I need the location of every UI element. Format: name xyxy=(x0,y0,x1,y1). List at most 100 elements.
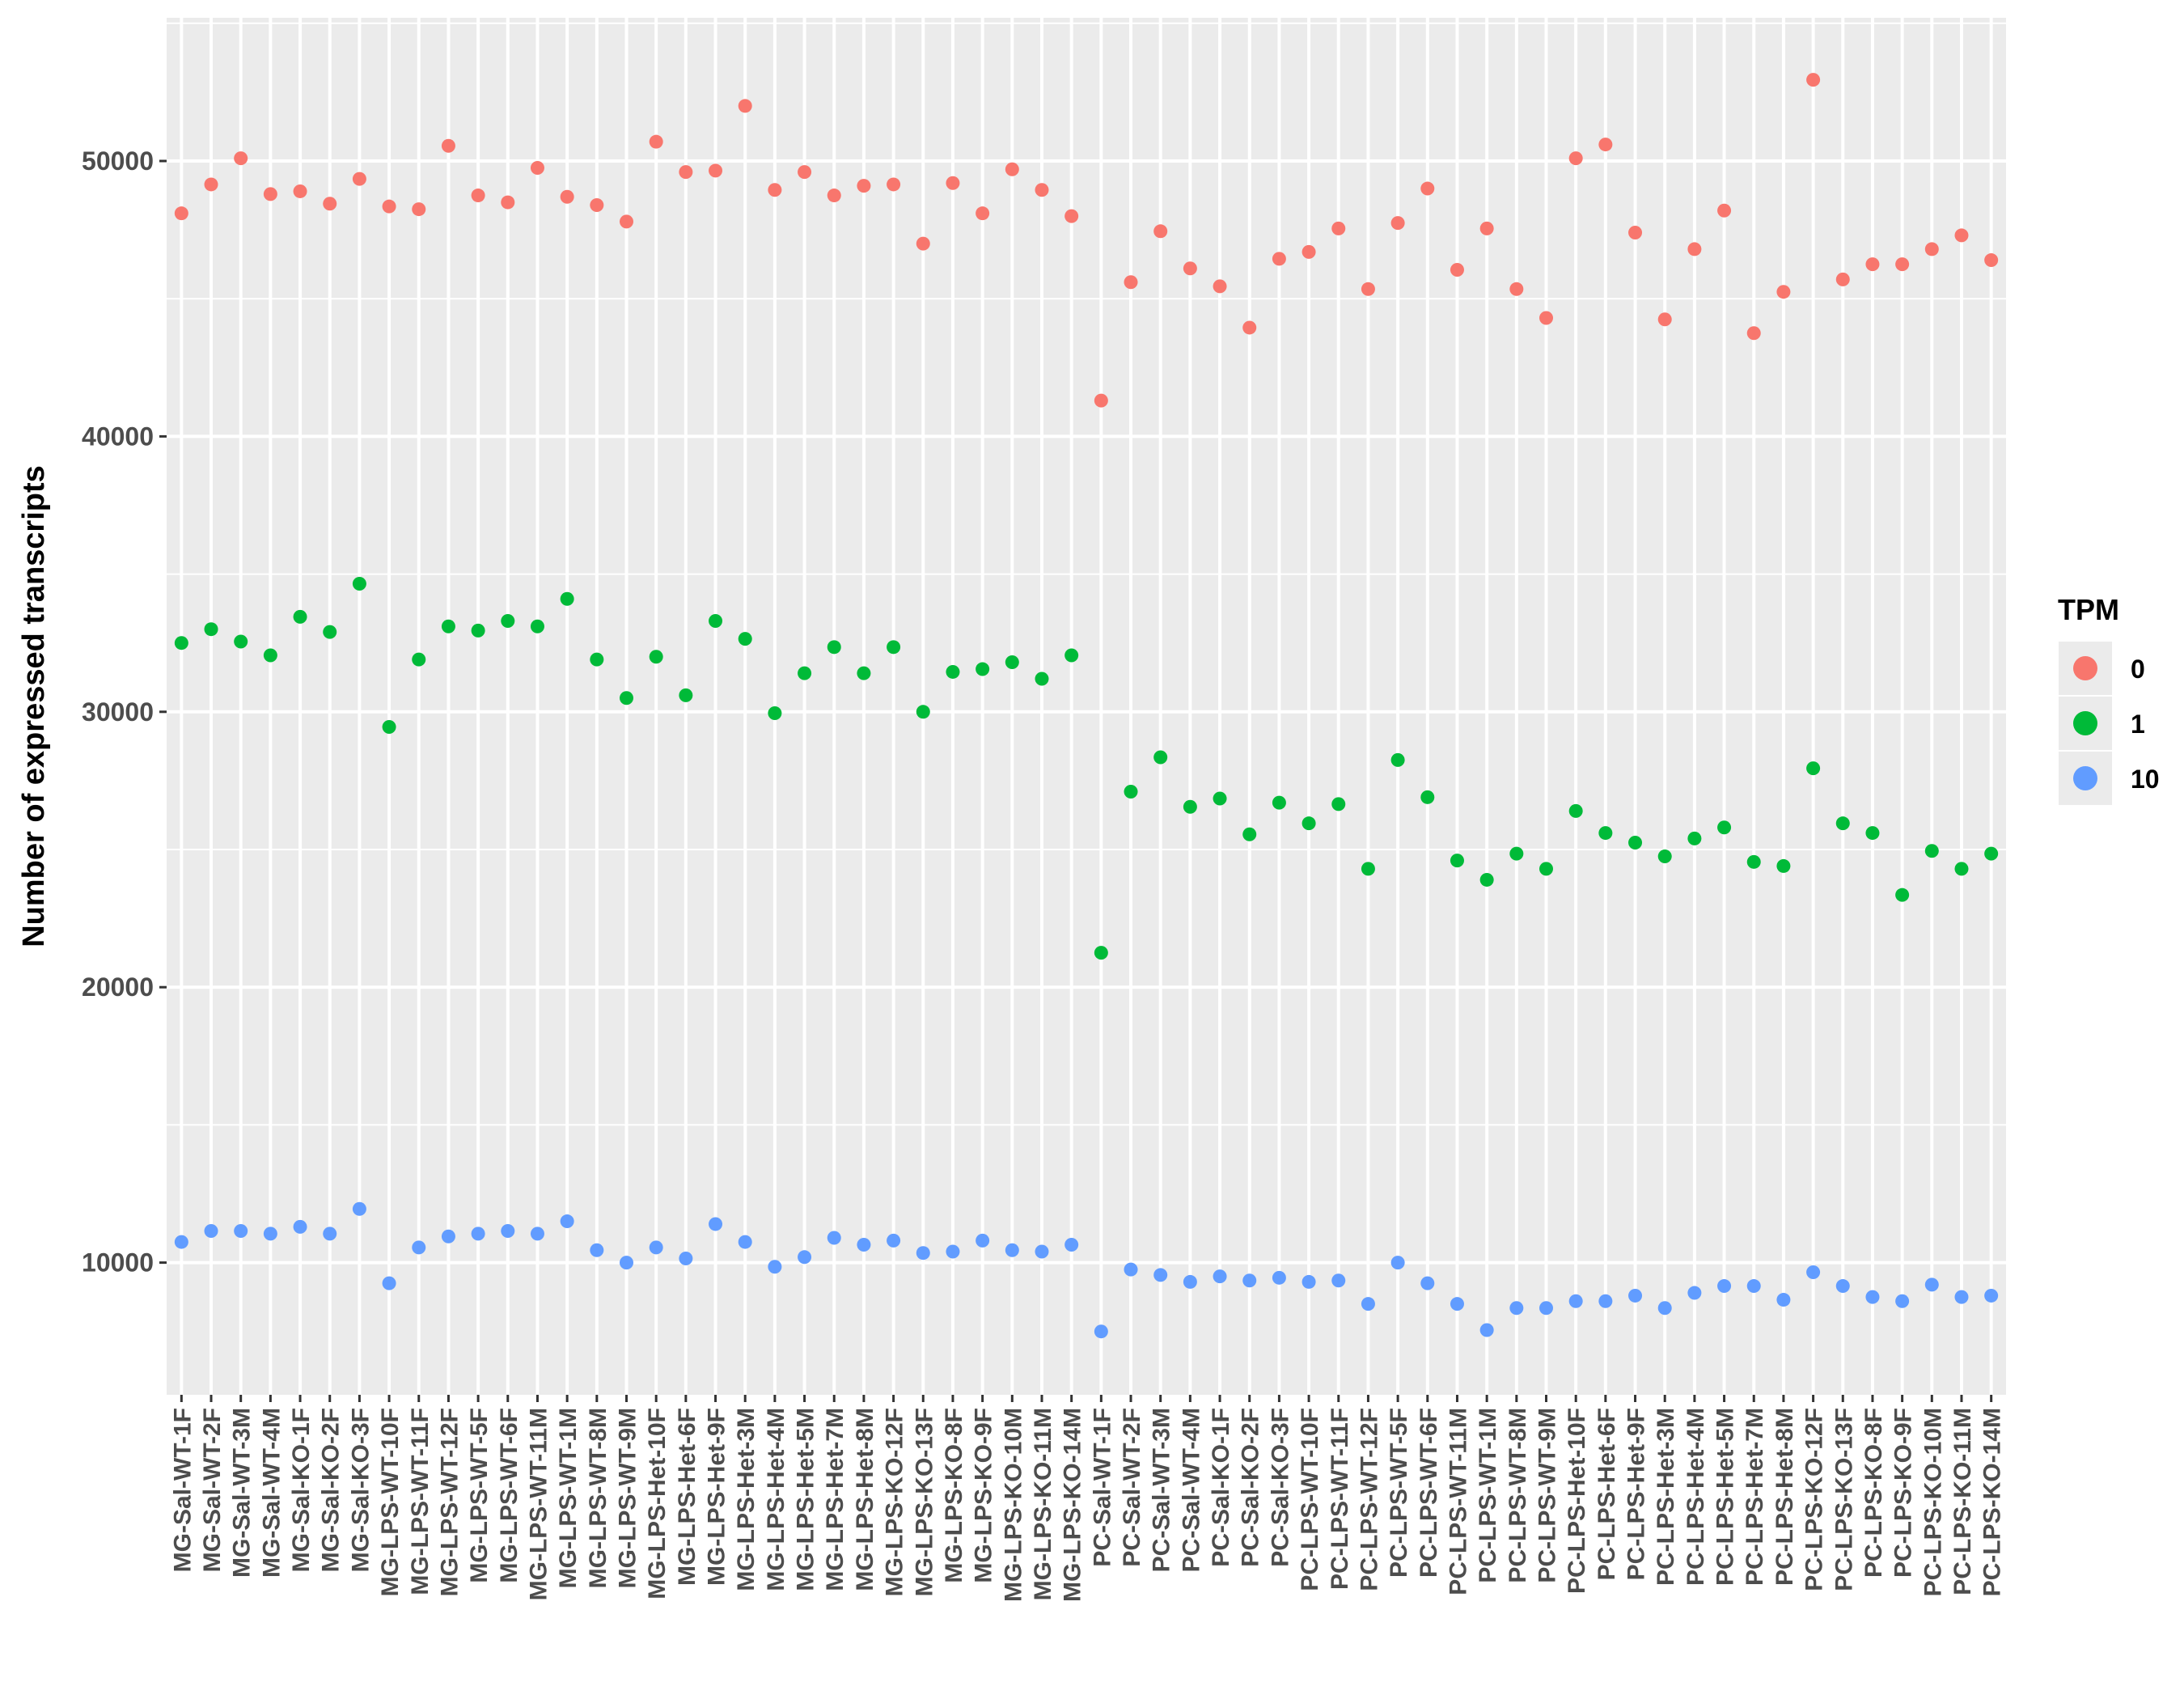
x-tick-label: PC-LPS-KO-8F xyxy=(1860,1408,1887,1578)
x-tick-label: PC-LPS-WT-11F xyxy=(1327,1408,1353,1590)
data-point xyxy=(1687,831,1702,845)
data-point xyxy=(1302,244,1316,259)
data-point xyxy=(412,652,426,667)
data-point xyxy=(738,632,752,646)
data-point xyxy=(560,189,574,204)
x-tick-label: PC-LPS-KO-14M xyxy=(1979,1408,2006,1596)
data-point xyxy=(946,176,960,190)
x-tick-label: PC-LPS-KO-9F xyxy=(1890,1408,1917,1578)
data-point xyxy=(1509,1301,1524,1316)
x-tick-label: PC-LPS-WT-9M xyxy=(1534,1408,1561,1583)
data-point xyxy=(1657,312,1672,327)
x-tick-label: PC-LPS-WT-12F xyxy=(1356,1408,1382,1591)
data-point xyxy=(1479,221,1494,235)
data-point xyxy=(471,1227,485,1241)
x-tick-label: MG-LPS-WT-11M xyxy=(525,1408,552,1600)
data-point xyxy=(1272,252,1286,266)
data-point xyxy=(798,1250,812,1265)
data-point xyxy=(1717,820,1732,835)
x-tick-label: MG-Sal-WT-4M xyxy=(258,1408,285,1578)
data-point xyxy=(1420,181,1435,196)
x-tick-label: MG-LPS-Het-5M xyxy=(793,1408,819,1591)
data-point xyxy=(530,619,544,633)
x-tick-label: PC-LPS-KO-13F xyxy=(1831,1408,1857,1591)
data-point xyxy=(174,1235,188,1249)
data-point xyxy=(709,1217,723,1231)
x-tick-label: MG-LPS-KO-14M xyxy=(1060,1408,1086,1602)
x-tick-label: PC-LPS-WT-1M xyxy=(1475,1408,1501,1583)
data-point xyxy=(1242,827,1257,841)
data-point xyxy=(887,177,901,192)
x-tick-label: MG-LPS-WT-5F xyxy=(466,1408,493,1583)
data-points xyxy=(174,73,1999,1339)
x-tick-label: MG-LPS-Het-10F xyxy=(644,1408,671,1599)
data-point xyxy=(323,625,337,639)
data-point xyxy=(1806,73,1821,87)
data-point xyxy=(738,99,752,113)
data-point xyxy=(1598,138,1613,152)
data-point xyxy=(263,648,277,663)
data-point xyxy=(1895,1294,1910,1308)
x-tick-label: MG-LPS-WT-10F xyxy=(377,1408,404,1596)
data-point xyxy=(560,591,574,606)
x-tick-label: MG-LPS-Het-9F xyxy=(704,1408,730,1586)
data-point xyxy=(323,197,337,211)
data-point xyxy=(1331,221,1346,235)
data-point xyxy=(1124,785,1138,799)
data-point xyxy=(1124,275,1138,290)
data-point xyxy=(827,189,841,203)
data-point xyxy=(1213,279,1227,294)
data-point xyxy=(1361,282,1375,296)
data-point xyxy=(1717,203,1732,218)
data-point xyxy=(857,179,871,193)
data-point xyxy=(1954,228,1969,243)
data-point xyxy=(1005,1243,1019,1257)
data-point xyxy=(1390,752,1405,767)
legend-title: TPM xyxy=(2058,593,2119,626)
data-point xyxy=(263,1227,277,1241)
data-point xyxy=(204,622,218,637)
data-point xyxy=(1450,262,1464,277)
data-point xyxy=(1153,750,1168,765)
data-point xyxy=(590,197,604,212)
data-point xyxy=(679,1252,693,1266)
data-point xyxy=(1183,799,1197,814)
plot-panel xyxy=(167,18,2006,1395)
legend-symbol xyxy=(2073,711,2097,735)
x-tick-label: PC-LPS-Het-10F xyxy=(1564,1408,1590,1594)
data-point xyxy=(1835,1279,1850,1294)
y-tick-label: 30000 xyxy=(82,697,154,727)
data-point xyxy=(1865,1290,1880,1304)
data-point xyxy=(1094,393,1108,408)
data-point xyxy=(1035,183,1049,197)
data-point xyxy=(1213,1269,1227,1284)
x-tick-label: PC-LPS-WT-11M xyxy=(1445,1408,1471,1595)
data-point xyxy=(1213,791,1227,806)
data-point xyxy=(293,184,307,198)
x-tick-label: MG-LPS-Het-8M xyxy=(852,1408,878,1591)
data-point xyxy=(1094,946,1108,960)
data-point xyxy=(1479,1323,1494,1337)
legend-label: 10 xyxy=(2131,765,2160,794)
data-point xyxy=(1924,844,1939,858)
y-axis: 10000 20000 30000 40000 50000 xyxy=(82,146,167,1277)
data-point xyxy=(1094,1324,1108,1339)
data-point xyxy=(1835,272,1850,286)
data-point xyxy=(501,1223,515,1238)
y-tick-label: 20000 xyxy=(82,972,154,1002)
x-tick-label: PC-Sal-KO-1F xyxy=(1208,1408,1234,1567)
x-tick-label: PC-LPS-Het-5M xyxy=(1712,1408,1739,1586)
data-point xyxy=(1568,1294,1583,1308)
x-tick-label: PC-LPS-KO-10M xyxy=(1919,1408,1946,1596)
x-tick-label: PC-LPS-Het-4M xyxy=(1682,1408,1709,1586)
data-point xyxy=(1242,1273,1257,1288)
y-tick-label: 40000 xyxy=(82,422,154,451)
legend: TPM 0 1 10 xyxy=(2057,593,2160,807)
data-point xyxy=(768,183,782,197)
x-tick-label: PC-LPS-Het-6F xyxy=(1594,1408,1620,1580)
data-point xyxy=(1361,1297,1375,1311)
data-point xyxy=(234,1223,248,1238)
x-tick-label: MG-LPS-WT-8M xyxy=(585,1408,612,1588)
data-point xyxy=(204,1223,218,1238)
x-tick-label: MG-LPS-KO-8F xyxy=(941,1408,967,1583)
